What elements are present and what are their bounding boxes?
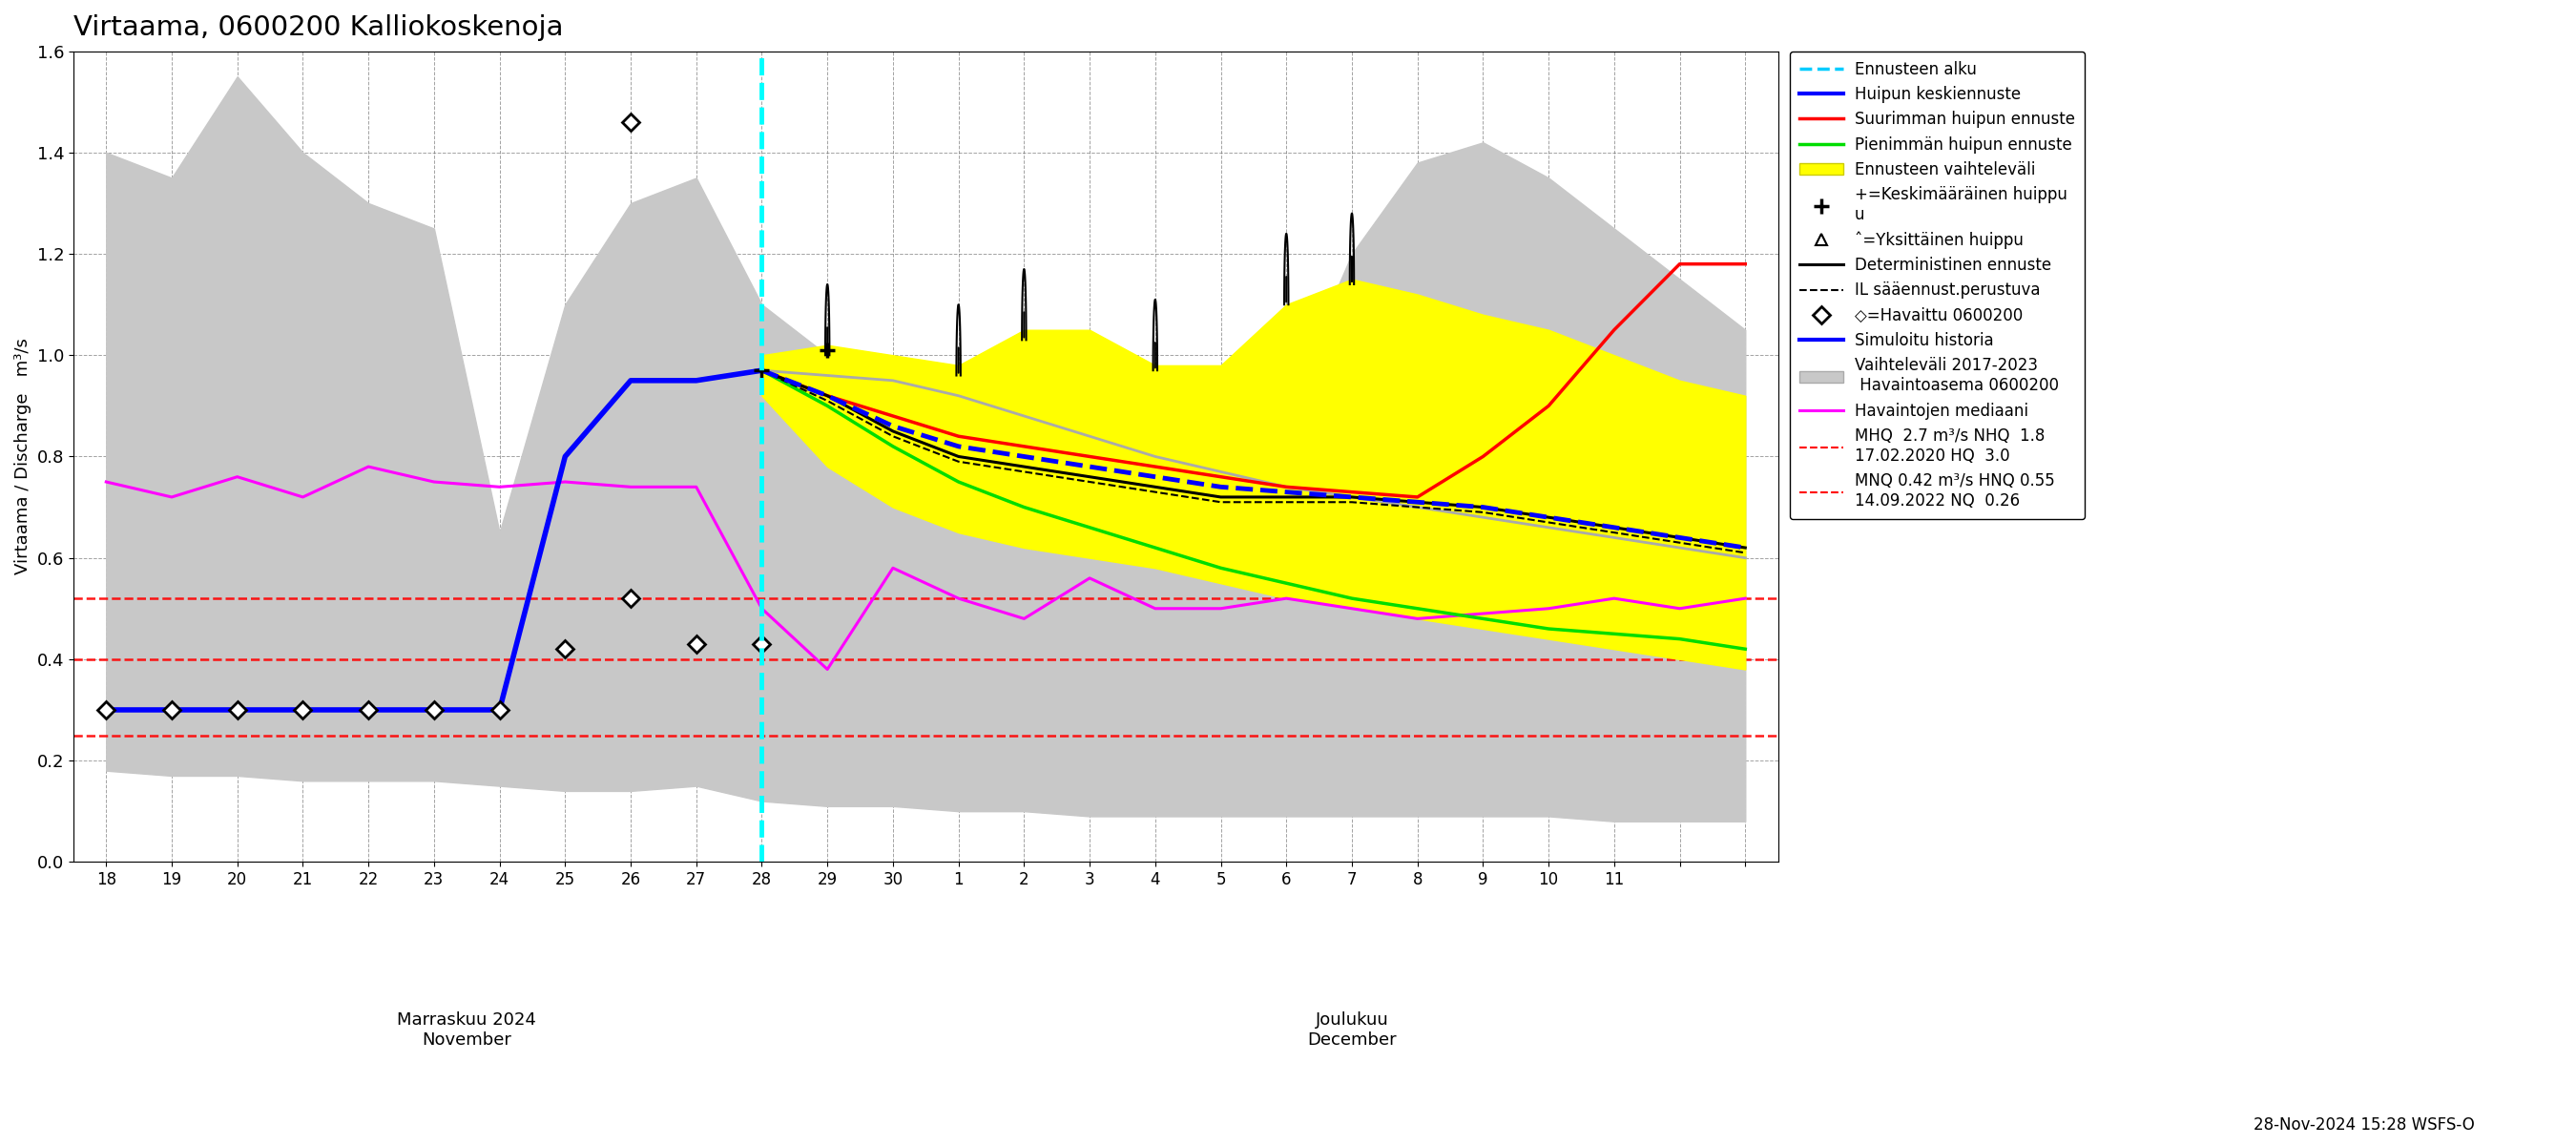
Text: 28-Nov-2024 15:28 WSFS-O: 28-Nov-2024 15:28 WSFS-O — [2254, 1116, 2476, 1134]
Legend: Ennusteen alku, Huipun keskiennuste, Suurimman huipun ennuste, Pienimmän huipun : Ennusteen alku, Huipun keskiennuste, Suu… — [1790, 52, 2084, 519]
Text: Marraskuu 2024
November: Marraskuu 2024 November — [397, 1012, 536, 1049]
Text: Joulukuu
December: Joulukuu December — [1306, 1012, 1396, 1049]
Y-axis label: Virtaama / Discharge   m³/s: Virtaama / Discharge m³/s — [15, 338, 31, 575]
Text: Virtaama, 0600200 Kalliokoskenoja: Virtaama, 0600200 Kalliokoskenoja — [72, 14, 564, 41]
